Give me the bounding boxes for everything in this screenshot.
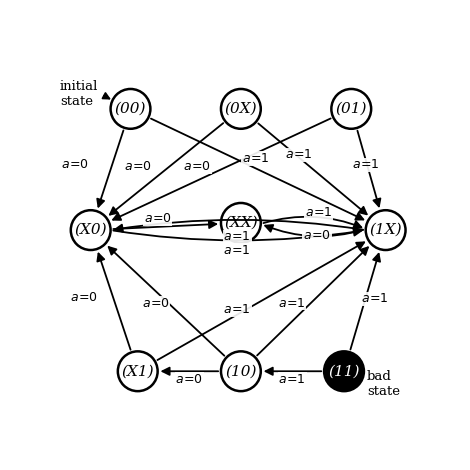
Text: $a\!=\!0$: $a\!=\!0$	[142, 297, 170, 310]
Text: $a\!=\!1$: $a\!=\!1$	[278, 373, 306, 386]
Text: bad
state: bad state	[367, 370, 400, 398]
Text: $a\!=\!0$: $a\!=\!0$	[183, 160, 212, 173]
Circle shape	[221, 89, 261, 129]
Text: $a\!=\!0$: $a\!=\!0$	[70, 290, 99, 304]
Circle shape	[221, 203, 261, 243]
Text: initial
state: initial state	[60, 80, 98, 109]
Text: (X1): (X1)	[121, 364, 154, 378]
Text: (01): (01)	[336, 102, 367, 116]
Text: (1X): (1X)	[369, 223, 402, 237]
Text: $a\!=\!0$: $a\!=\!0$	[124, 160, 152, 173]
Text: $a\!=\!1$: $a\!=\!1$	[278, 297, 306, 310]
Text: (10): (10)	[225, 364, 257, 378]
Text: $a\!=\!1$: $a\!=\!1$	[305, 206, 333, 219]
Text: $a\!=\!0$: $a\!=\!0$	[175, 373, 204, 386]
Circle shape	[331, 89, 371, 129]
Text: $a\!=\!1$: $a\!=\!1$	[361, 292, 389, 306]
Circle shape	[71, 210, 110, 250]
Text: (11): (11)	[328, 364, 360, 378]
Circle shape	[324, 352, 364, 391]
Text: $a\!=\!1$: $a\!=\!1$	[223, 303, 251, 316]
Circle shape	[110, 89, 150, 129]
Text: $a\!=\!1$: $a\!=\!1$	[242, 152, 269, 165]
Circle shape	[324, 352, 364, 391]
Text: $a\!=\!1$: $a\!=\!1$	[352, 158, 380, 172]
Circle shape	[221, 352, 261, 391]
Circle shape	[118, 352, 157, 391]
Text: $a\!=\!0$: $a\!=\!0$	[144, 212, 172, 225]
Text: $a\!=\!1$: $a\!=\!1$	[285, 149, 313, 161]
Circle shape	[366, 210, 406, 250]
Text: (X0): (X0)	[74, 223, 107, 237]
Text: (XX): (XX)	[224, 216, 258, 230]
Text: $a\!=\!1$: $a\!=\!1$	[223, 230, 251, 243]
Text: (0X): (0X)	[225, 102, 257, 116]
Text: $a\!=\!0$: $a\!=\!0$	[61, 158, 89, 172]
Text: $a\!=\!0$: $a\!=\!0$	[303, 229, 331, 242]
Text: $a\!=\!1$: $a\!=\!1$	[223, 243, 251, 257]
Text: (00): (00)	[115, 102, 146, 116]
